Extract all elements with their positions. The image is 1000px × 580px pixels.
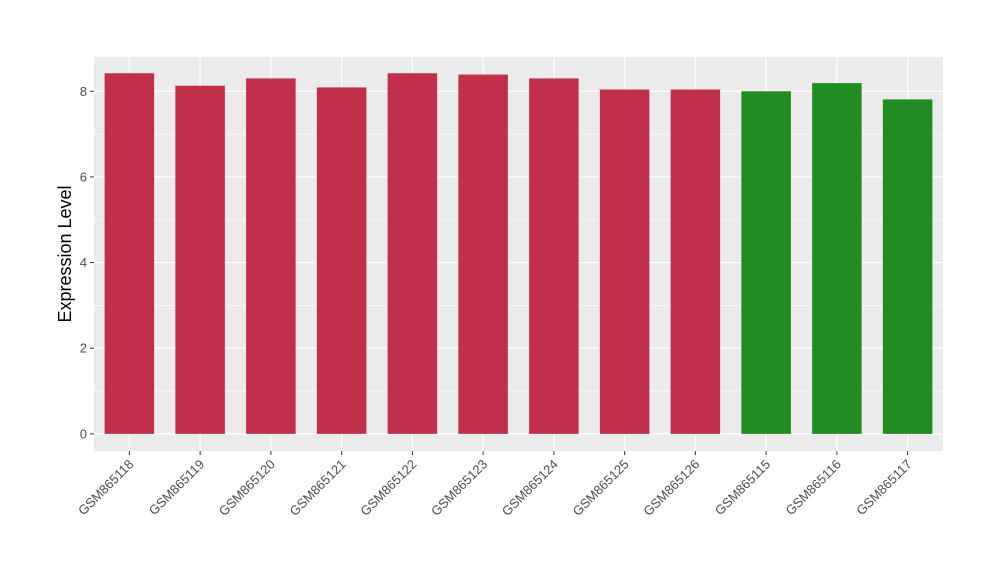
bar-gsm865125 bbox=[599, 89, 650, 434]
x-tick-label: GSM865117 bbox=[853, 457, 915, 519]
bar-gsm865116 bbox=[812, 83, 862, 434]
bar-gsm865126 bbox=[670, 89, 721, 434]
bar-gsm865117 bbox=[882, 99, 933, 434]
x-tick-label: GSM865126 bbox=[640, 457, 702, 519]
bar-gsm865121 bbox=[316, 87, 367, 434]
x-tick-label: GSM865121 bbox=[287, 457, 349, 519]
bar-gsm865115 bbox=[741, 91, 791, 434]
x-tick-label: GSM865125 bbox=[570, 457, 632, 519]
bars bbox=[104, 73, 933, 434]
y-tick-label: 8 bbox=[80, 84, 87, 99]
y-tick-label: 6 bbox=[80, 169, 87, 184]
minor-gridlines bbox=[94, 133, 943, 392]
x-axis-ticks: GSM865118 GSM865119 GSM865120 GSM865121 GSM8… bbox=[75, 451, 915, 519]
bar-gsm865123 bbox=[458, 74, 508, 434]
x-tick-label: GSM865123 bbox=[428, 457, 490, 519]
bar-gsm865118 bbox=[104, 73, 155, 434]
y-axis-title: Expression Level bbox=[55, 185, 75, 322]
bar-gsm865119 bbox=[175, 85, 225, 434]
x-tick-label: GSM865118 bbox=[75, 457, 137, 519]
bar-gsm865120 bbox=[246, 78, 296, 434]
y-axis-ticks: 0 2 4 6 8 bbox=[80, 84, 94, 441]
bar-gsm865122 bbox=[387, 73, 438, 434]
bar-gsm865124 bbox=[529, 78, 579, 434]
x-tick-label: GSM865124 bbox=[499, 457, 561, 519]
x-tick-label: GSM865120 bbox=[216, 457, 278, 519]
y-tick-label: 4 bbox=[80, 255, 87, 270]
x-tick-label: GSM865115 bbox=[712, 457, 774, 519]
x-tick-label: GSM865119 bbox=[146, 457, 208, 519]
x-tick-label: GSM865116 bbox=[782, 457, 844, 519]
x-tick-label: GSM865122 bbox=[357, 457, 419, 519]
plot-panel bbox=[94, 57, 943, 451]
y-tick-label: 0 bbox=[80, 426, 87, 441]
y-tick-label: 2 bbox=[80, 341, 87, 356]
